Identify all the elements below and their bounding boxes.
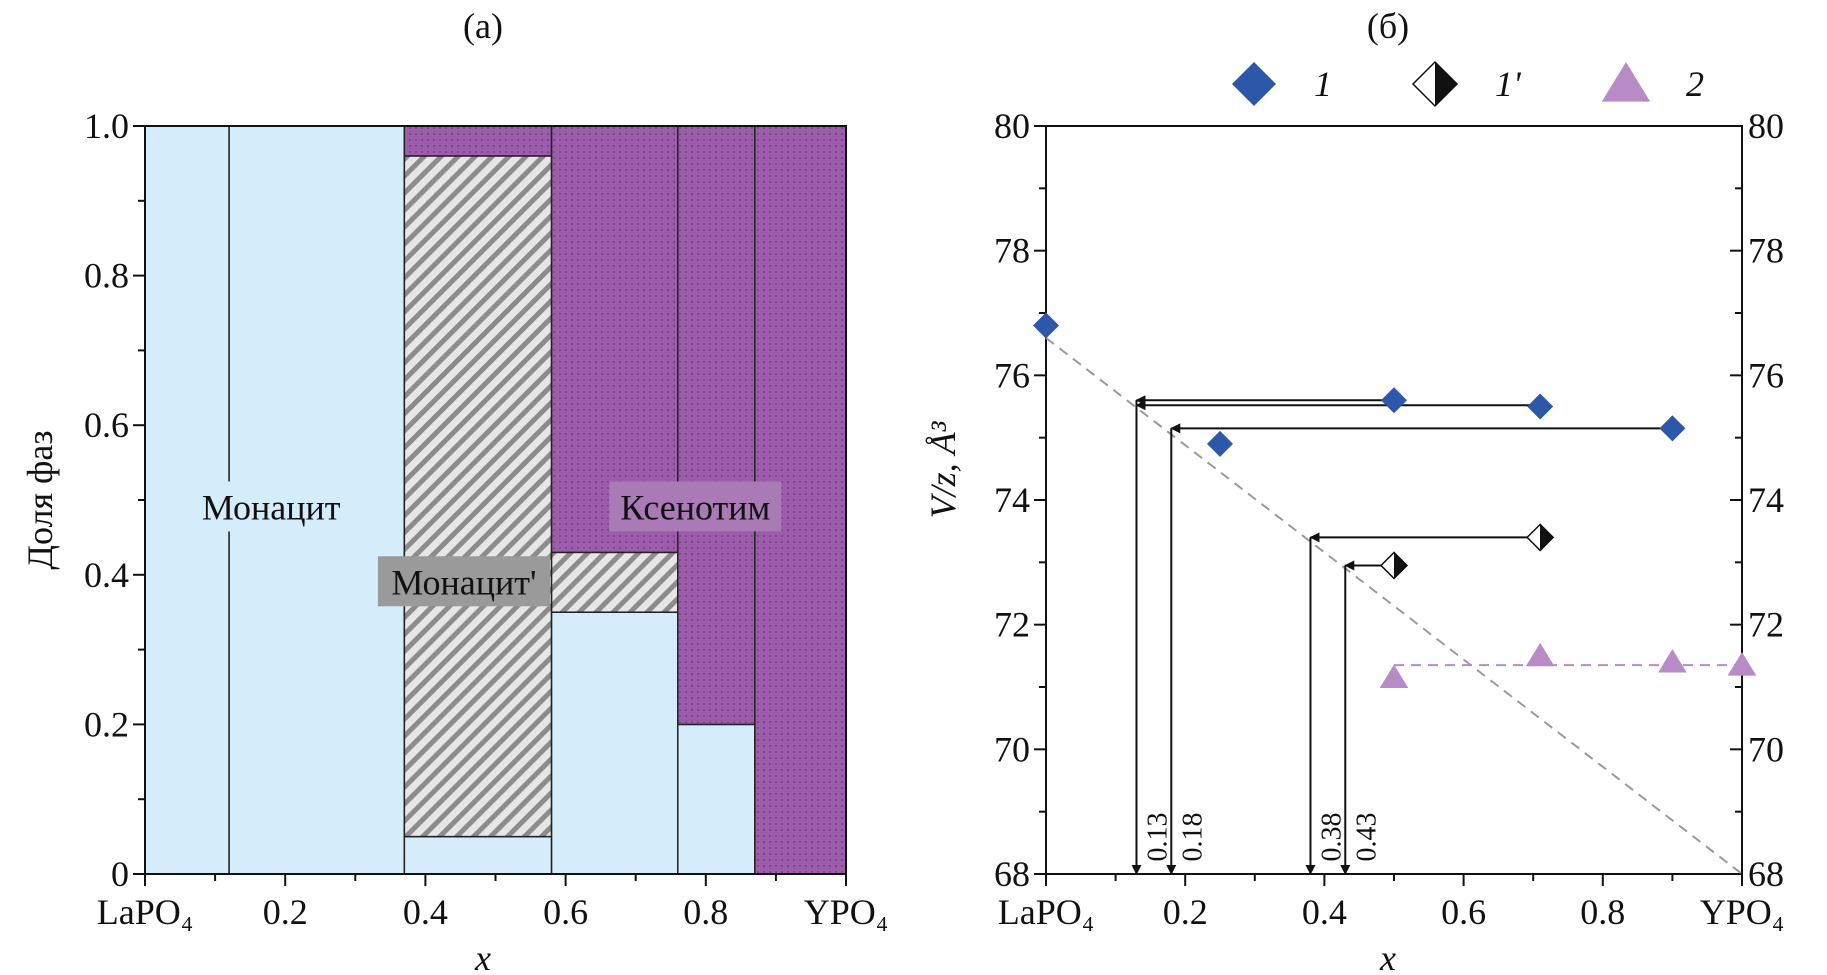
y-tick-label-left: 74 [994,480,1030,520]
phase-segment-monazite [403,835,553,875]
legend-label: 2 [1686,64,1704,104]
legend-marker-2 [1601,62,1651,102]
x-tick-label: 0.8 [683,892,728,932]
phase-segment-monazite [550,611,679,875]
b-x-axis-label: x [1379,938,1396,975]
x-tick-label: YPO₄ [804,892,889,932]
y-tick-label-left: 78 [994,231,1030,271]
y-tick-label-right: 74 [1748,480,1784,520]
x-tick-label: 0.2 [1163,892,1208,932]
phase-segment-monazite [677,723,756,875]
data-point-series-2 [1525,642,1555,667]
x-tick-label: LaPO₄ [97,892,194,932]
x-tick-label: 0.6 [1441,892,1486,932]
plot-frame [1045,125,1743,875]
y-tick-label: 0 [111,854,129,894]
data-point-series-1 [1381,387,1407,414]
fit-dashed-line [1045,337,1743,875]
a-x-axis-label: x [474,938,491,975]
phase-fraction-plot: Монацит Монацит' Ксенотим LaPO₄ 0.2 0.4 0.6 0.8… [84,106,888,932]
y-tick-label-left: 80 [994,106,1030,146]
x-tick-label: 0.6 [543,892,588,932]
y-tick-label-left: 68 [994,854,1030,894]
legend-marker-1 [1232,62,1276,106]
panel-a: (a) Монацит Монацит' Ксенотим LaPO₄ 0.2 0.4 0.… [20,6,888,975]
x-tick-label: 0.8 [1580,892,1625,932]
legend-label: 1 [1314,64,1332,104]
region-label-background [377,556,550,607]
x-tick-label: LaPO₄ [998,892,1095,932]
data-point-series-1' [1526,523,1555,552]
y-tick-label: 1.0 [84,106,129,146]
y-tick-label-right: 70 [1748,729,1784,769]
a-y-axis-label: Доля фаз [20,430,60,569]
y-tick-label: 0.2 [84,704,129,744]
data-point-series-1 [1659,415,1686,442]
y-tick-label-right: 78 [1748,231,1784,271]
phase-segment-xenotime [403,125,553,157]
data-point-series-2 [1658,649,1687,673]
b-y-axis-label: V/z, Å³ [923,420,963,518]
region-label-monazite_prime: Монацит' [391,562,536,602]
y-tick-label-left: 70 [994,729,1030,769]
region-label-background [194,481,348,532]
data-point-series-1 [1033,312,1059,339]
y-tick-label-right: 72 [1748,605,1784,645]
y-tick-label: 0.6 [84,405,129,445]
arrow-value-label: 0.43 [1351,813,1382,862]
region-label-background [609,481,782,532]
region-label-xenotime: Ксенотим [620,487,770,527]
arrow-value-label: 0.18 [1177,813,1208,862]
arrow-value-label: 0.13 [1142,813,1173,862]
phase-segment-xenotime [677,125,756,726]
y-tick-label: 0.4 [84,555,129,595]
legend-marker-1' [1411,60,1459,108]
x-tick-label: 0.2 [263,892,308,932]
panel-a-title: (a) [463,6,503,46]
arrow-value-label: 0.38 [1316,813,1347,862]
region-label-monazite: Монацит [202,487,341,527]
phase-segment-monazite_prime [550,551,679,613]
y-tick-label-left: 76 [994,355,1030,395]
y-tick-label: 0.8 [84,256,129,296]
phase-segment-monazite_prime [403,155,553,838]
y-tick-label-right: 76 [1748,355,1784,395]
data-point-series-1 [1527,393,1554,420]
y-tick-label-left: 72 [994,605,1030,645]
legend-label: 1' [1495,64,1522,104]
x-tick-label: 0.4 [403,892,448,932]
data-point-series-1 [1207,430,1233,457]
legend: 1 1' 2 [1232,60,1704,108]
x-tick-label: YPO₄ [1700,892,1785,932]
y-tick-label-right: 80 [1748,106,1784,146]
data-point-series-1' [1379,551,1409,580]
y-tick-label-right: 68 [1748,854,1784,894]
data-point-series-2 [1727,652,1757,676]
x-tick-label: 0.4 [1302,892,1347,932]
data-point-series-2 [1379,664,1409,689]
panel-b-title: (б) [1367,6,1409,46]
